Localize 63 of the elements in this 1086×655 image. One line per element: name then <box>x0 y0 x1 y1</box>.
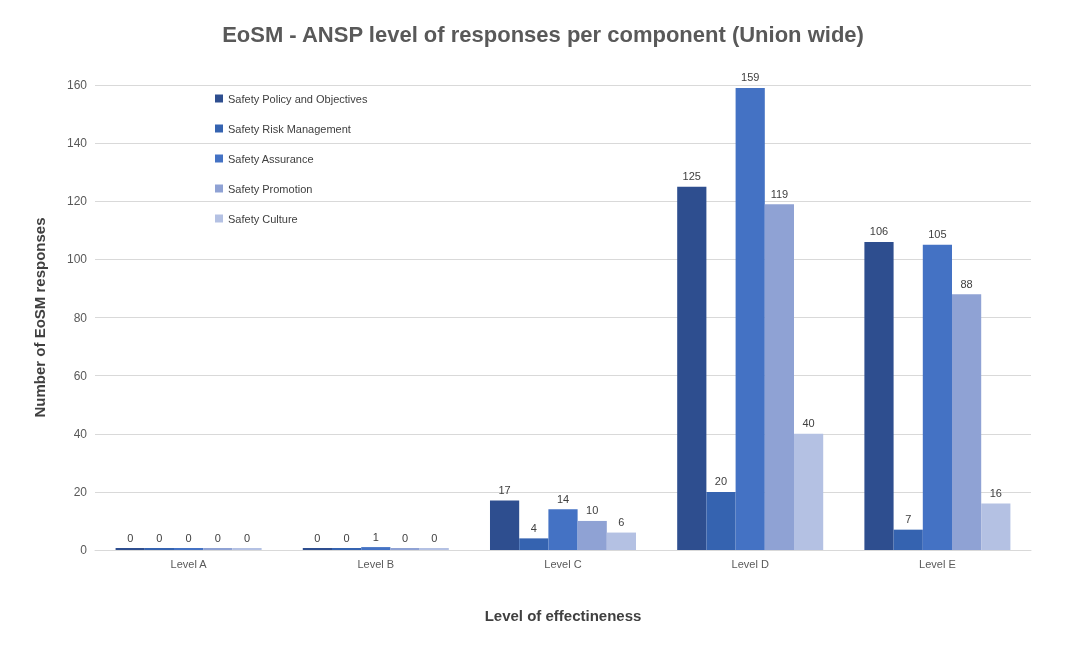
x-tick-label: Level B <box>357 557 395 570</box>
y-tick-label: 20 <box>73 484 88 499</box>
data-label: 125 <box>682 170 701 183</box>
legend-label: Safety Culture <box>228 212 298 225</box>
data-label: 1 <box>372 530 379 543</box>
legend-label: Safety Assurance <box>228 152 314 165</box>
data-label: 40 <box>802 417 815 430</box>
bar <box>361 547 391 550</box>
data-label: 0 <box>431 531 438 544</box>
data-label: 10 <box>586 504 599 517</box>
data-label: 0 <box>343 531 350 544</box>
y-tick-label: 40 <box>73 426 88 441</box>
data-label: 4 <box>530 521 537 534</box>
data-label: 6 <box>618 516 625 529</box>
x-tick-label: Level E <box>919 557 956 570</box>
x-tick-label: Level A <box>170 557 208 570</box>
data-label: 14 <box>556 492 570 505</box>
legend-label: Safety Policy and Objectives <box>228 92 368 105</box>
data-label: 106 <box>869 225 889 238</box>
y-tick-label: 120 <box>66 194 88 209</box>
y-tick-label: 80 <box>73 310 88 325</box>
data-label: 0 <box>214 531 221 544</box>
bar <box>981 503 1011 550</box>
data-label: 0 <box>314 531 321 544</box>
bar <box>764 204 794 550</box>
bar <box>922 244 952 550</box>
bar <box>606 532 637 550</box>
legend-label: Safety Promotion <box>228 182 313 195</box>
bar <box>735 87 765 550</box>
bar <box>489 500 520 550</box>
data-label: 7 <box>905 513 912 526</box>
data-label: 20 <box>714 475 728 488</box>
x-tick-label: Level C <box>544 557 582 570</box>
bar <box>893 529 923 550</box>
data-label: 159 <box>741 71 760 84</box>
data-label: 17 <box>498 484 511 497</box>
chart-title: EoSM - ANSP level of responses per component (Union wide) <box>222 21 864 47</box>
y-tick-label: 100 <box>66 252 88 267</box>
data-label: 16 <box>989 487 1002 499</box>
legend-label: Safety Risk Management <box>228 122 351 135</box>
data-label: 0 <box>185 531 192 544</box>
data-label: 88 <box>960 277 973 290</box>
data-label: 105 <box>928 228 947 241</box>
y-tick-label: 60 <box>73 368 88 383</box>
x-tick-label: Level D <box>731 557 769 570</box>
bar <box>577 520 607 550</box>
bar <box>548 509 578 550</box>
bar <box>519 538 549 550</box>
data-label: 0 <box>127 531 134 544</box>
x-axis-title: Level of effectineness <box>484 607 642 624</box>
bar <box>952 294 982 550</box>
bar <box>677 186 707 550</box>
bar <box>706 491 736 550</box>
data-label: 0 <box>243 531 251 544</box>
data-label: 0 <box>156 531 163 544</box>
y-tick-label: 0 <box>80 543 88 557</box>
bar <box>864 241 894 550</box>
y-tick-label: 160 <box>66 78 88 92</box>
data-label: 0 <box>401 531 409 544</box>
y-axis-title: Number of EoSM responses <box>31 217 48 418</box>
bar <box>794 433 824 550</box>
data-label: 119 <box>770 187 789 200</box>
y-tick-label: 140 <box>66 136 88 151</box>
